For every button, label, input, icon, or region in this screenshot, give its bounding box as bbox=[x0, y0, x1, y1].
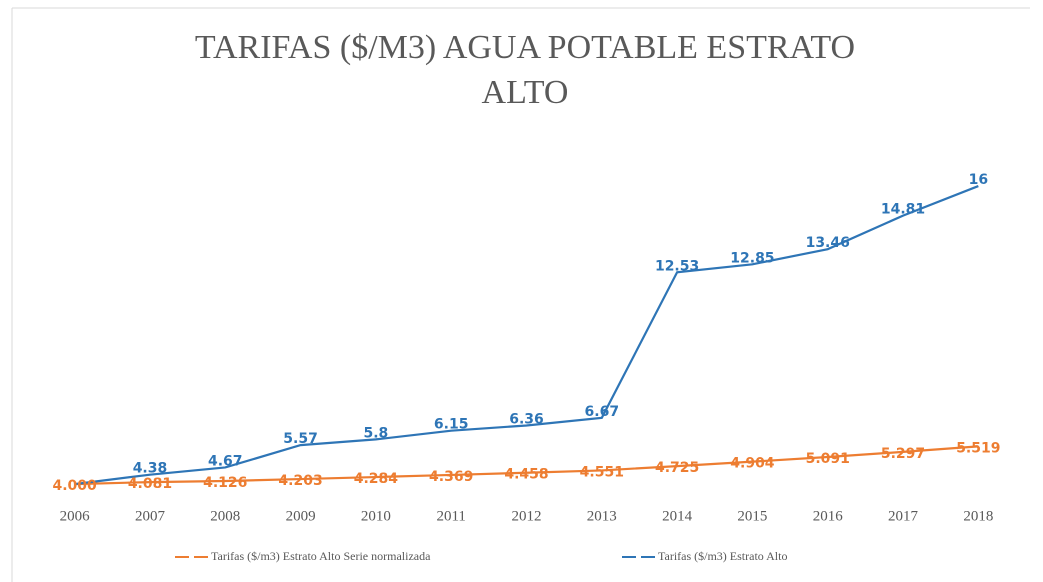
data-label: 4.67 bbox=[208, 453, 243, 469]
data-label: 4.551 bbox=[580, 464, 624, 480]
data-label: 4.38 bbox=[133, 461, 168, 477]
legend-label: Tarifas ($/m3) Estrato Alto Serie normal… bbox=[211, 549, 431, 563]
data-label: 16 bbox=[969, 172, 988, 188]
x-tick-label: 2011 bbox=[436, 508, 465, 524]
x-tick-label: 2016 bbox=[813, 508, 844, 524]
x-tick-label: 2008 bbox=[210, 508, 240, 524]
data-label: 5.091 bbox=[806, 451, 850, 467]
data-label: 13.46 bbox=[806, 235, 850, 251]
x-tick-label: 2012 bbox=[512, 508, 542, 524]
x-tick-label: 2010 bbox=[361, 508, 391, 524]
series-line bbox=[74, 445, 979, 486]
x-tick-label: 2017 bbox=[888, 508, 919, 524]
x-tick-label: 2013 bbox=[587, 508, 617, 524]
data-label: 5.57 bbox=[283, 431, 318, 447]
x-tick-label: 2018 bbox=[963, 508, 993, 524]
x-tick-label: 2007 bbox=[135, 508, 166, 524]
data-label: 5.519 bbox=[956, 440, 1000, 456]
x-tick-label: 2009 bbox=[286, 508, 316, 524]
legend-label: Tarifas ($/m3) Estrato Alto bbox=[658, 549, 787, 563]
data-label: 12.85 bbox=[730, 250, 774, 266]
data-label: 4.126 bbox=[203, 475, 247, 491]
data-label: 14.81 bbox=[881, 202, 925, 218]
chart-title: TARIFAS ($/M3) AGUA POTABLE ESTRATO ALTO bbox=[195, 29, 855, 111]
x-tick-label: 2015 bbox=[737, 508, 767, 524]
data-label: 4.081 bbox=[128, 476, 172, 492]
x-tick-label: 2014 bbox=[662, 508, 693, 524]
data-label: 4.203 bbox=[278, 473, 322, 489]
data-label: 6.15 bbox=[434, 417, 469, 433]
data-label: 5.297 bbox=[881, 446, 925, 462]
data-label: 4.284 bbox=[354, 471, 399, 487]
data-label: 4.458 bbox=[504, 467, 548, 483]
data-label: 4.000 bbox=[53, 478, 98, 494]
x-tick-label: 2006 bbox=[60, 508, 91, 524]
series-line bbox=[74, 185, 979, 486]
data-label: 4.725 bbox=[655, 460, 699, 476]
data-label: 6.67 bbox=[585, 404, 620, 420]
data-label: 12.53 bbox=[655, 258, 699, 274]
data-label: 6.36 bbox=[509, 411, 544, 427]
data-label: 4.904 bbox=[730, 456, 775, 472]
data-label: 4.369 bbox=[429, 469, 473, 485]
data-label: 5.8 bbox=[363, 425, 388, 441]
